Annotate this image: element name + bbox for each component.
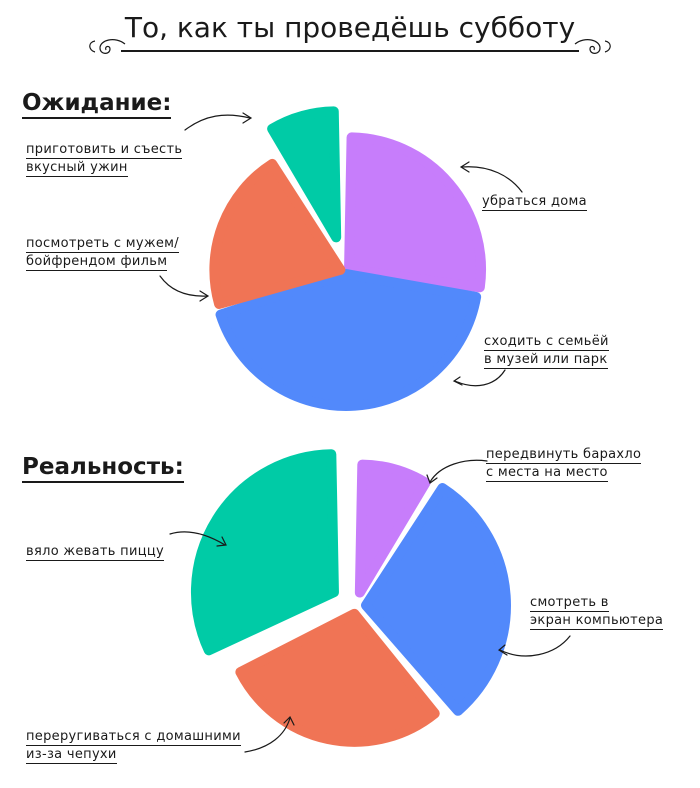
label-line: из-за чепухи [26, 747, 117, 764]
page-title: То, как ты проведёшь субботу [0, 8, 700, 52]
swirl-ornament-left [89, 39, 126, 54]
pie-real-slice-0 [354, 459, 431, 598]
pie-expect-slice-2 [209, 158, 346, 309]
pie-real-slice-1 [360, 483, 511, 716]
label-line: переругиваться с домашними [26, 729, 241, 746]
label-line: экран компьютера [530, 613, 664, 630]
label-line: передвинуть барахло [486, 447, 642, 464]
expectation-label-museum: сходить с семьёй в музей или парк [484, 334, 609, 370]
pie-expect-slice-3 [267, 106, 342, 243]
label-line: сходить с семьёй [484, 334, 609, 351]
label-line: с места на место [486, 465, 608, 482]
reality-label-computer: смотреть в экран компьютера [530, 595, 664, 631]
label-line: бойфрендом фильм [26, 254, 168, 271]
expectation-pie [209, 106, 487, 411]
swirl-ornament-right [574, 39, 611, 54]
pie-real-slice-3 [190, 449, 339, 656]
pie-real-slice-2 [235, 608, 440, 747]
reality-label-pizza: вяло жевать пиццу [26, 544, 165, 562]
label-line: посмотреть с мужем/ [26, 236, 179, 253]
arrows [159, 112, 571, 753]
reality-pie [190, 449, 511, 747]
pie-expect-slice-1 [215, 268, 482, 411]
expectation-label-movie: посмотреть с мужем/ бойфрендом фильм [26, 236, 179, 272]
expectation-heading: Ожидание: [22, 90, 172, 119]
label-line: в музей или парк [484, 352, 608, 369]
label-line: смотреть в [530, 595, 609, 612]
reality-heading: Реальность: [22, 454, 184, 483]
pie-expect-slice-0 [344, 132, 487, 293]
reality-label-junk: передвинуть барахло с места на место [486, 447, 642, 483]
label-line: приготовить и съесть [26, 142, 183, 159]
expectation-label-clean: убраться дома [482, 194, 587, 212]
label-line: убраться дома [482, 194, 587, 211]
expectation-label-dinner: приготовить и съесть вкусный ужин [26, 142, 183, 178]
label-line: вкусный ужин [26, 160, 128, 177]
label-line: вяло жевать пиццу [26, 544, 165, 561]
page-title-text: То, как ты проведёшь субботу [120, 8, 580, 52]
reality-label-quarrel: переругиваться с домашними из-за чепухи [26, 729, 241, 765]
